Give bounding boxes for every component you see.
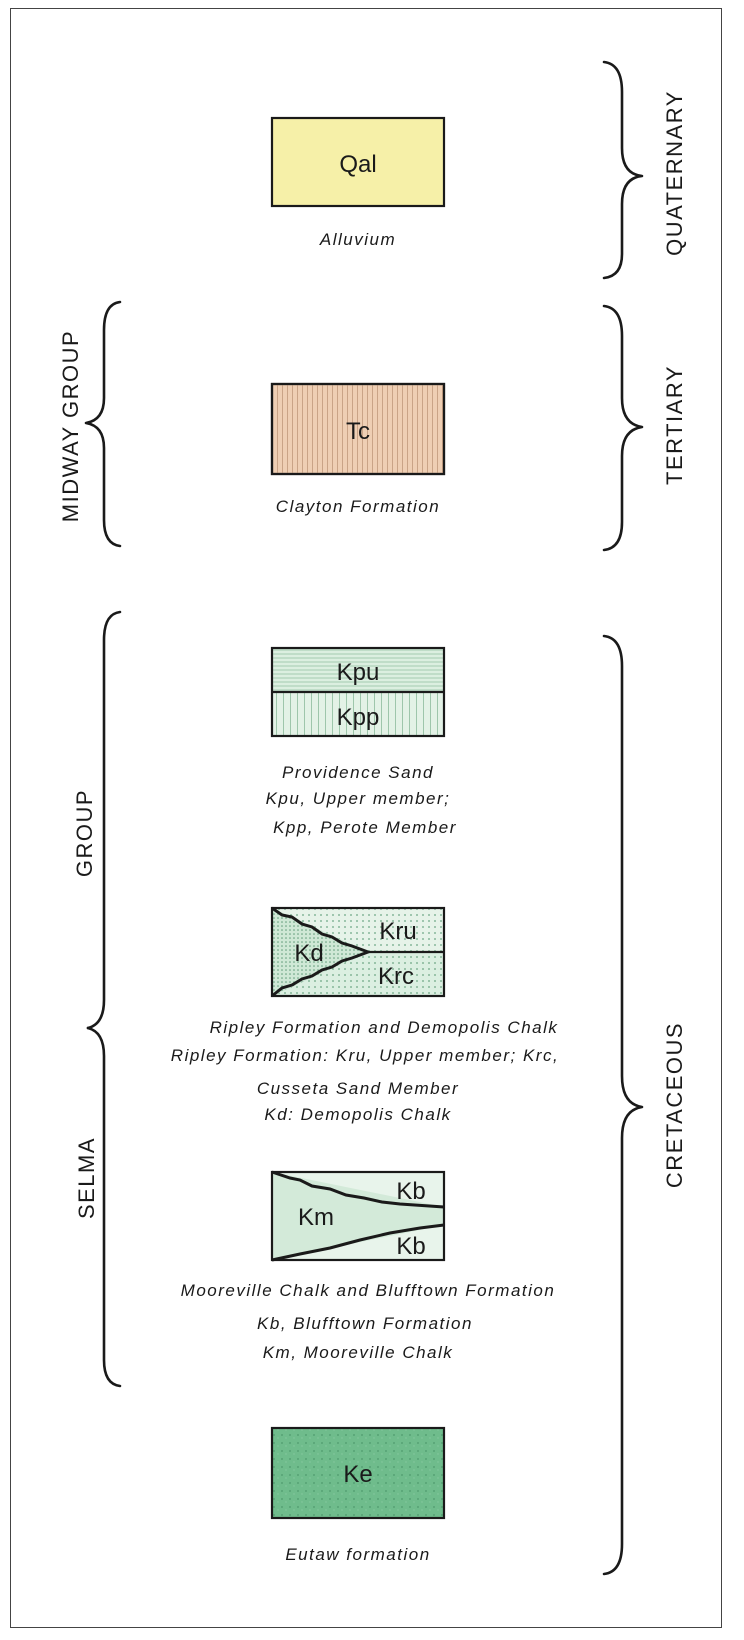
unit-ke-symbol: Ke — [343, 1461, 372, 1488]
unit-qal: Qal Alluvium — [270, 116, 446, 249]
period-quaternary: QUATERNARY — [662, 90, 687, 256]
unit-mooreville-caption-1: Mooreville Chalk and Blufftown Formation — [181, 1281, 556, 1300]
unit-tc-symbol: Tc — [346, 418, 370, 445]
tertiary-brace — [602, 304, 644, 552]
period-tertiary: TERTIARY — [662, 365, 687, 485]
unit-tc: Tc Clayton Formation — [270, 382, 446, 516]
unit-ripley-caption-1: Ripley Formation and Demopolis Chalk — [210, 1018, 559, 1037]
group-selma-upper: GROUP — [72, 789, 97, 877]
unit-krc-symbol: Krc — [378, 963, 414, 990]
unit-ripley-caption-3: Cusseta Sand Member — [257, 1079, 459, 1098]
unit-qal-box — [270, 116, 446, 208]
group-midway: MIDWAY GROUP — [58, 330, 83, 522]
unit-kb-upper-symbol: Kb — [396, 1178, 425, 1205]
group-selma-lower: SELMA — [74, 1137, 99, 1219]
selma-group-upper-brace — [86, 610, 122, 1030]
period-cretaceous: CRETACEOUS — [662, 1022, 687, 1188]
unit-ke: Ke Eutaw formation — [270, 1426, 446, 1564]
unit-qal-symbol: Qal — [339, 151, 376, 178]
selma-group-lower-brace — [86, 1026, 122, 1388]
unit-kd-symbol: Kd — [294, 940, 323, 967]
unit-providence-caption-1: Providence Sand — [282, 763, 434, 782]
unit-mooreville: Km Kb Kb Mooreville Chalk and Blufftown … — [181, 1170, 556, 1362]
unit-km-wedge — [272, 1172, 444, 1260]
unit-providence-caption-3: Kpp, Perote Member — [273, 818, 457, 837]
unit-mooreville-caption-2: Kb, Blufftown Formation — [257, 1314, 473, 1333]
unit-ke-caption: Eutaw formation — [285, 1545, 430, 1564]
cretaceous-brace — [602, 634, 644, 1576]
unit-kru-symbol: Kru — [379, 918, 416, 945]
unit-kpu-symbol: Kpu — [337, 659, 380, 686]
quaternary-brace — [602, 60, 644, 280]
unit-ripley-caption-2: Ripley Formation: Kru, Upper member; Krc… — [171, 1046, 559, 1065]
unit-ripley-caption-4: Kd: Demopolis Chalk — [264, 1105, 451, 1124]
unit-providence: Kpu Kpp Providence Sand Kpu, Upper membe… — [266, 646, 457, 837]
unit-mooreville-caption-3: Km, Mooreville Chalk — [263, 1343, 454, 1362]
unit-tc-caption: Clayton Formation — [276, 497, 440, 516]
unit-providence-caption-2: Kpu, Upper member; — [266, 789, 451, 808]
unit-qal-caption: Alluvium — [319, 230, 396, 249]
unit-kb-lower-symbol: Kb — [396, 1233, 425, 1260]
midway-group-brace — [84, 300, 122, 548]
unit-kpp-symbol: Kpp — [337, 704, 380, 731]
unit-ripley: Kd Kru Krc Ripley Formation and Demopoli… — [171, 906, 559, 1124]
unit-km-symbol: Km — [298, 1204, 334, 1231]
